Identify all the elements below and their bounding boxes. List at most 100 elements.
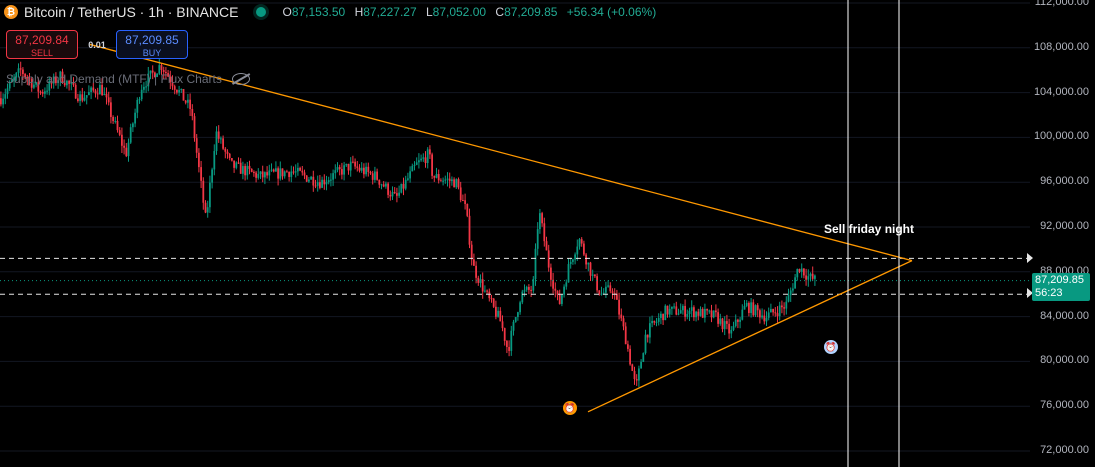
candle-body [248, 165, 251, 169]
candle-body [673, 306, 675, 308]
candle-body [706, 308, 708, 311]
candle-body [695, 311, 697, 318]
candle-body [748, 302, 750, 313]
candle-body [457, 179, 460, 188]
candle-body [453, 179, 455, 188]
candle-body [154, 72, 156, 78]
candle-body [587, 262, 590, 265]
sell-button[interactable]: 87,209.84 SELL [6, 30, 78, 59]
candle-body [59, 71, 62, 81]
candle-body [543, 223, 546, 242]
horizontal-levels[interactable] [0, 257, 1030, 295]
ohlc-close-value: 87,209.85 [504, 5, 558, 19]
candle-body [646, 334, 649, 338]
candle-body [462, 200, 464, 202]
candle-body [550, 267, 552, 280]
candle-body [134, 112, 136, 124]
candle-body [352, 161, 354, 163]
candle-body [756, 305, 759, 311]
vertical-lines[interactable] [847, 0, 900, 467]
symbol-title[interactable]: Bitcoin / TetherUS · 1h · BINANCE [24, 4, 239, 20]
candle-body [730, 329, 733, 334]
candle-body [519, 302, 521, 313]
candle-body [486, 290, 488, 292]
candle-body [354, 161, 356, 167]
candle-body [435, 174, 438, 178]
candle-body [763, 315, 766, 322]
trendline [587, 260, 913, 413]
candle-body [776, 313, 779, 317]
candle-body [459, 187, 462, 201]
candle-body [444, 179, 447, 181]
candle-body [402, 183, 405, 189]
candle-body [308, 179, 310, 182]
candle-body [400, 183, 403, 193]
candle-body [277, 168, 279, 179]
trendlines[interactable] [89, 43, 913, 413]
hidden-eye-icon[interactable] [231, 73, 250, 85]
candle-body [596, 276, 598, 291]
candle-body [484, 290, 486, 292]
candle-body [565, 282, 568, 287]
quantity-field[interactable]: 0.01 [88, 39, 106, 50]
candle-body [341, 169, 343, 175]
candle-body [675, 306, 678, 315]
candle-body [294, 171, 297, 173]
indicator-legend[interactable]: Supply and Demand (MTF) | Flux Charts [6, 72, 250, 86]
candle-body [686, 314, 689, 317]
text-annotation[interactable]: Sell friday night [824, 222, 915, 236]
candle-body [539, 213, 541, 230]
candle-body [576, 246, 579, 255]
candle-body [466, 203, 469, 216]
candle-body [629, 348, 631, 365]
candle-body [715, 310, 717, 313]
candle-body [330, 179, 332, 181]
candle-body [631, 364, 634, 371]
candle-body [0, 98, 2, 105]
candle-body [451, 179, 453, 182]
candle-body [552, 279, 554, 289]
candle-body [809, 273, 812, 277]
candle-body [204, 202, 207, 213]
candle-body [644, 334, 647, 354]
candle-body [554, 288, 557, 291]
candle-body [200, 167, 202, 181]
candle-body [279, 168, 282, 179]
candle-body [642, 353, 645, 362]
candle-body [387, 183, 389, 195]
candle-body [800, 268, 803, 272]
bitcoin-icon: ₿ [4, 5, 18, 19]
alarm-clock-icon[interactable]: ⏰ [563, 401, 577, 415]
candle-body [688, 310, 691, 315]
candle-body [701, 308, 704, 318]
candle-body [129, 127, 132, 143]
candle-body [162, 70, 165, 72]
candle-body [589, 262, 592, 276]
candle-body [239, 162, 242, 174]
buy-button[interactable]: 87,209.85 BUY [116, 30, 188, 59]
candle-body [107, 97, 110, 103]
alarm-clock-icon[interactable]: ⏰ [824, 340, 838, 354]
candle-body [371, 173, 374, 180]
sell-price: 87,209.84 [15, 33, 69, 47]
candle-body [8, 81, 11, 89]
candle-body [74, 84, 77, 99]
candle-body [19, 68, 22, 70]
y-tick-label: 108,000.00 [1033, 40, 1089, 53]
candle-body [792, 288, 794, 291]
candle-body [413, 164, 416, 166]
candle-body [440, 180, 442, 182]
candle-body [743, 305, 746, 310]
candle-body [121, 134, 123, 146]
candle-body [710, 310, 713, 318]
candle-body [57, 80, 59, 84]
ohlc-change: +56.34 (+0.06%) [566, 5, 657, 19]
level-flag-icon [1027, 253, 1033, 263]
candle-body [662, 313, 664, 321]
candle-body [143, 86, 145, 90]
candle-body [173, 86, 176, 90]
bar-countdown: 56:23 [1035, 287, 1063, 299]
candle-body [660, 313, 662, 318]
candle-body [193, 116, 196, 139]
